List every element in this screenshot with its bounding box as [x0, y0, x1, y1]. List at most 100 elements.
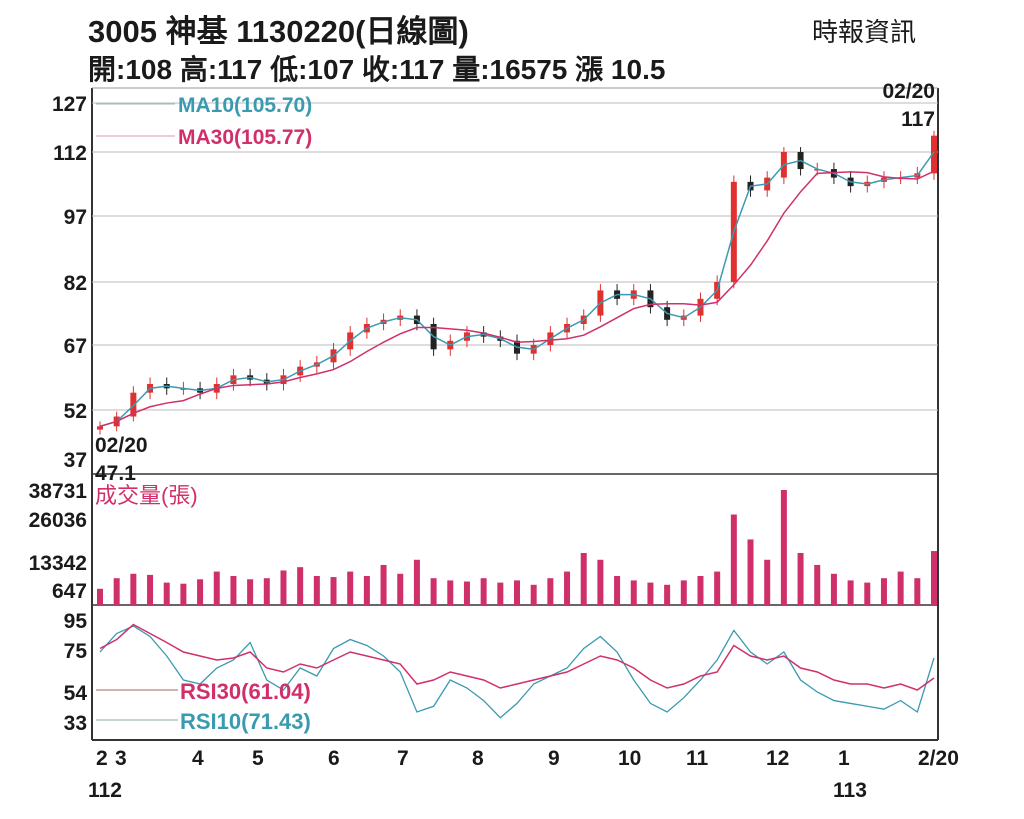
volume-bar: [647, 582, 654, 605]
chart-title: 3005 神基 1130220(日線圖): [88, 14, 469, 49]
volume-bar: [697, 575, 704, 605]
volume-bar: [313, 575, 320, 605]
volume-bar: [447, 580, 454, 605]
price-tick-label: 112: [53, 142, 87, 165]
ma30-line: [99, 170, 935, 428]
volume-bar: [714, 571, 721, 605]
rsi10-legend: RSI10(71.43): [180, 709, 311, 734]
volume-bar: [830, 573, 837, 605]
volume-bar: [597, 559, 604, 605]
x-tick-label: 1: [838, 747, 850, 770]
price-tick-label: 52: [64, 400, 87, 423]
volume-bar: [163, 582, 170, 605]
rsi-tick-label: 33: [64, 712, 87, 735]
x-tick-label: 6: [328, 747, 340, 770]
volume-bar: [814, 564, 821, 605]
volume-bar: [780, 490, 787, 605]
volume-bar: [213, 571, 220, 605]
x-tick-label: 11: [686, 747, 709, 770]
volume-bar: [630, 580, 637, 605]
low-value-annotation: 47.1: [95, 462, 136, 485]
price-tick-label: 82: [64, 272, 87, 295]
volume-bar: [614, 575, 621, 605]
volume-bar: [347, 571, 354, 605]
volume-bar: [230, 575, 237, 605]
volume-tick-label: 13342: [29, 552, 87, 575]
x-tick-label: 7: [397, 747, 409, 770]
price-tick-label: 97: [64, 206, 87, 229]
volume-bar: [914, 578, 921, 605]
volume-bar: [463, 581, 470, 605]
volume-bar: [180, 583, 187, 605]
volume-bar: [397, 573, 404, 605]
x-tick-label: 2/20: [918, 747, 959, 770]
volume-bar: [931, 551, 937, 605]
volume-bar: [280, 570, 287, 605]
ma30-legend: MA30(105.77): [178, 126, 312, 149]
volume-bar: [480, 578, 487, 605]
volume-tick-label: 647: [52, 580, 87, 603]
volume-bar: [530, 584, 537, 605]
volume-bar: [197, 579, 204, 605]
volume-bar: [330, 577, 337, 605]
volume-bar: [680, 580, 687, 605]
volume-bar: [580, 552, 587, 605]
volume-bar: [430, 578, 437, 605]
candle-body: [97, 426, 103, 430]
volume-bar: [297, 567, 304, 605]
rsi10-line: [99, 625, 935, 719]
x-tick-label: 5: [252, 747, 264, 770]
volume-bar: [363, 575, 370, 605]
volume-bar: [147, 574, 154, 605]
x-tick-label: 9: [548, 747, 560, 770]
volume-bar: [747, 539, 754, 605]
data-source: 時報資訊: [812, 17, 917, 47]
x-tick-label: 8: [472, 747, 484, 770]
year-label: 112: [88, 779, 122, 802]
year-label: 113: [833, 779, 867, 802]
volume-bar: [113, 578, 120, 605]
volume-bar: [380, 564, 387, 605]
volume-bar: [764, 559, 771, 605]
volume-bar: [97, 588, 103, 605]
x-tick-label: 2: [96, 747, 108, 770]
x-tick-label: 4: [192, 747, 204, 770]
volume-bar: [247, 579, 254, 605]
x-tick-label: 10: [618, 747, 641, 770]
rsi-tick-label: 54: [64, 682, 88, 705]
high-date-annotation: 02/20: [882, 80, 935, 103]
volume-bar: [130, 573, 137, 605]
volume-bar: [847, 580, 854, 605]
volume-bar: [497, 582, 504, 605]
volume-bar: [897, 571, 904, 605]
price-tick-label: 127: [52, 93, 87, 116]
rsi30-legend: RSI30(61.04): [180, 679, 311, 704]
ma10-line: [99, 151, 935, 428]
x-tick-label: 3: [115, 747, 127, 770]
low-date-annotation: 02/20: [95, 434, 148, 457]
candle-body: [931, 135, 937, 174]
volume-label: 成交量(張): [95, 483, 198, 508]
price-tick-label: 37: [64, 449, 87, 472]
ma10-legend: MA10(105.70): [178, 94, 312, 117]
volume-bar: [880, 578, 887, 605]
rsi30-line: [99, 623, 935, 691]
volume-tick-label: 26036: [29, 509, 87, 532]
volume-bar: [413, 559, 420, 605]
rsi-tick-label: 75: [64, 640, 88, 663]
price-summary: 開:108 高:117 低:107 收:117 量:16575 漲 10.5: [88, 54, 666, 85]
volume-tick-label: 38731: [29, 480, 88, 503]
x-tick-label: 12: [766, 747, 789, 770]
volume-bar: [263, 578, 270, 605]
volume-bar: [797, 552, 804, 605]
volume-bar: [547, 578, 554, 605]
volume-bar: [564, 571, 571, 605]
price-tick-label: 67: [64, 335, 87, 358]
volume-bar: [730, 514, 737, 605]
rsi-tick-label: 95: [64, 610, 88, 633]
volume-bar: [514, 580, 520, 605]
volume-bar: [864, 582, 871, 605]
volume-bar: [664, 584, 671, 605]
high-value-annotation: 117: [901, 108, 935, 131]
